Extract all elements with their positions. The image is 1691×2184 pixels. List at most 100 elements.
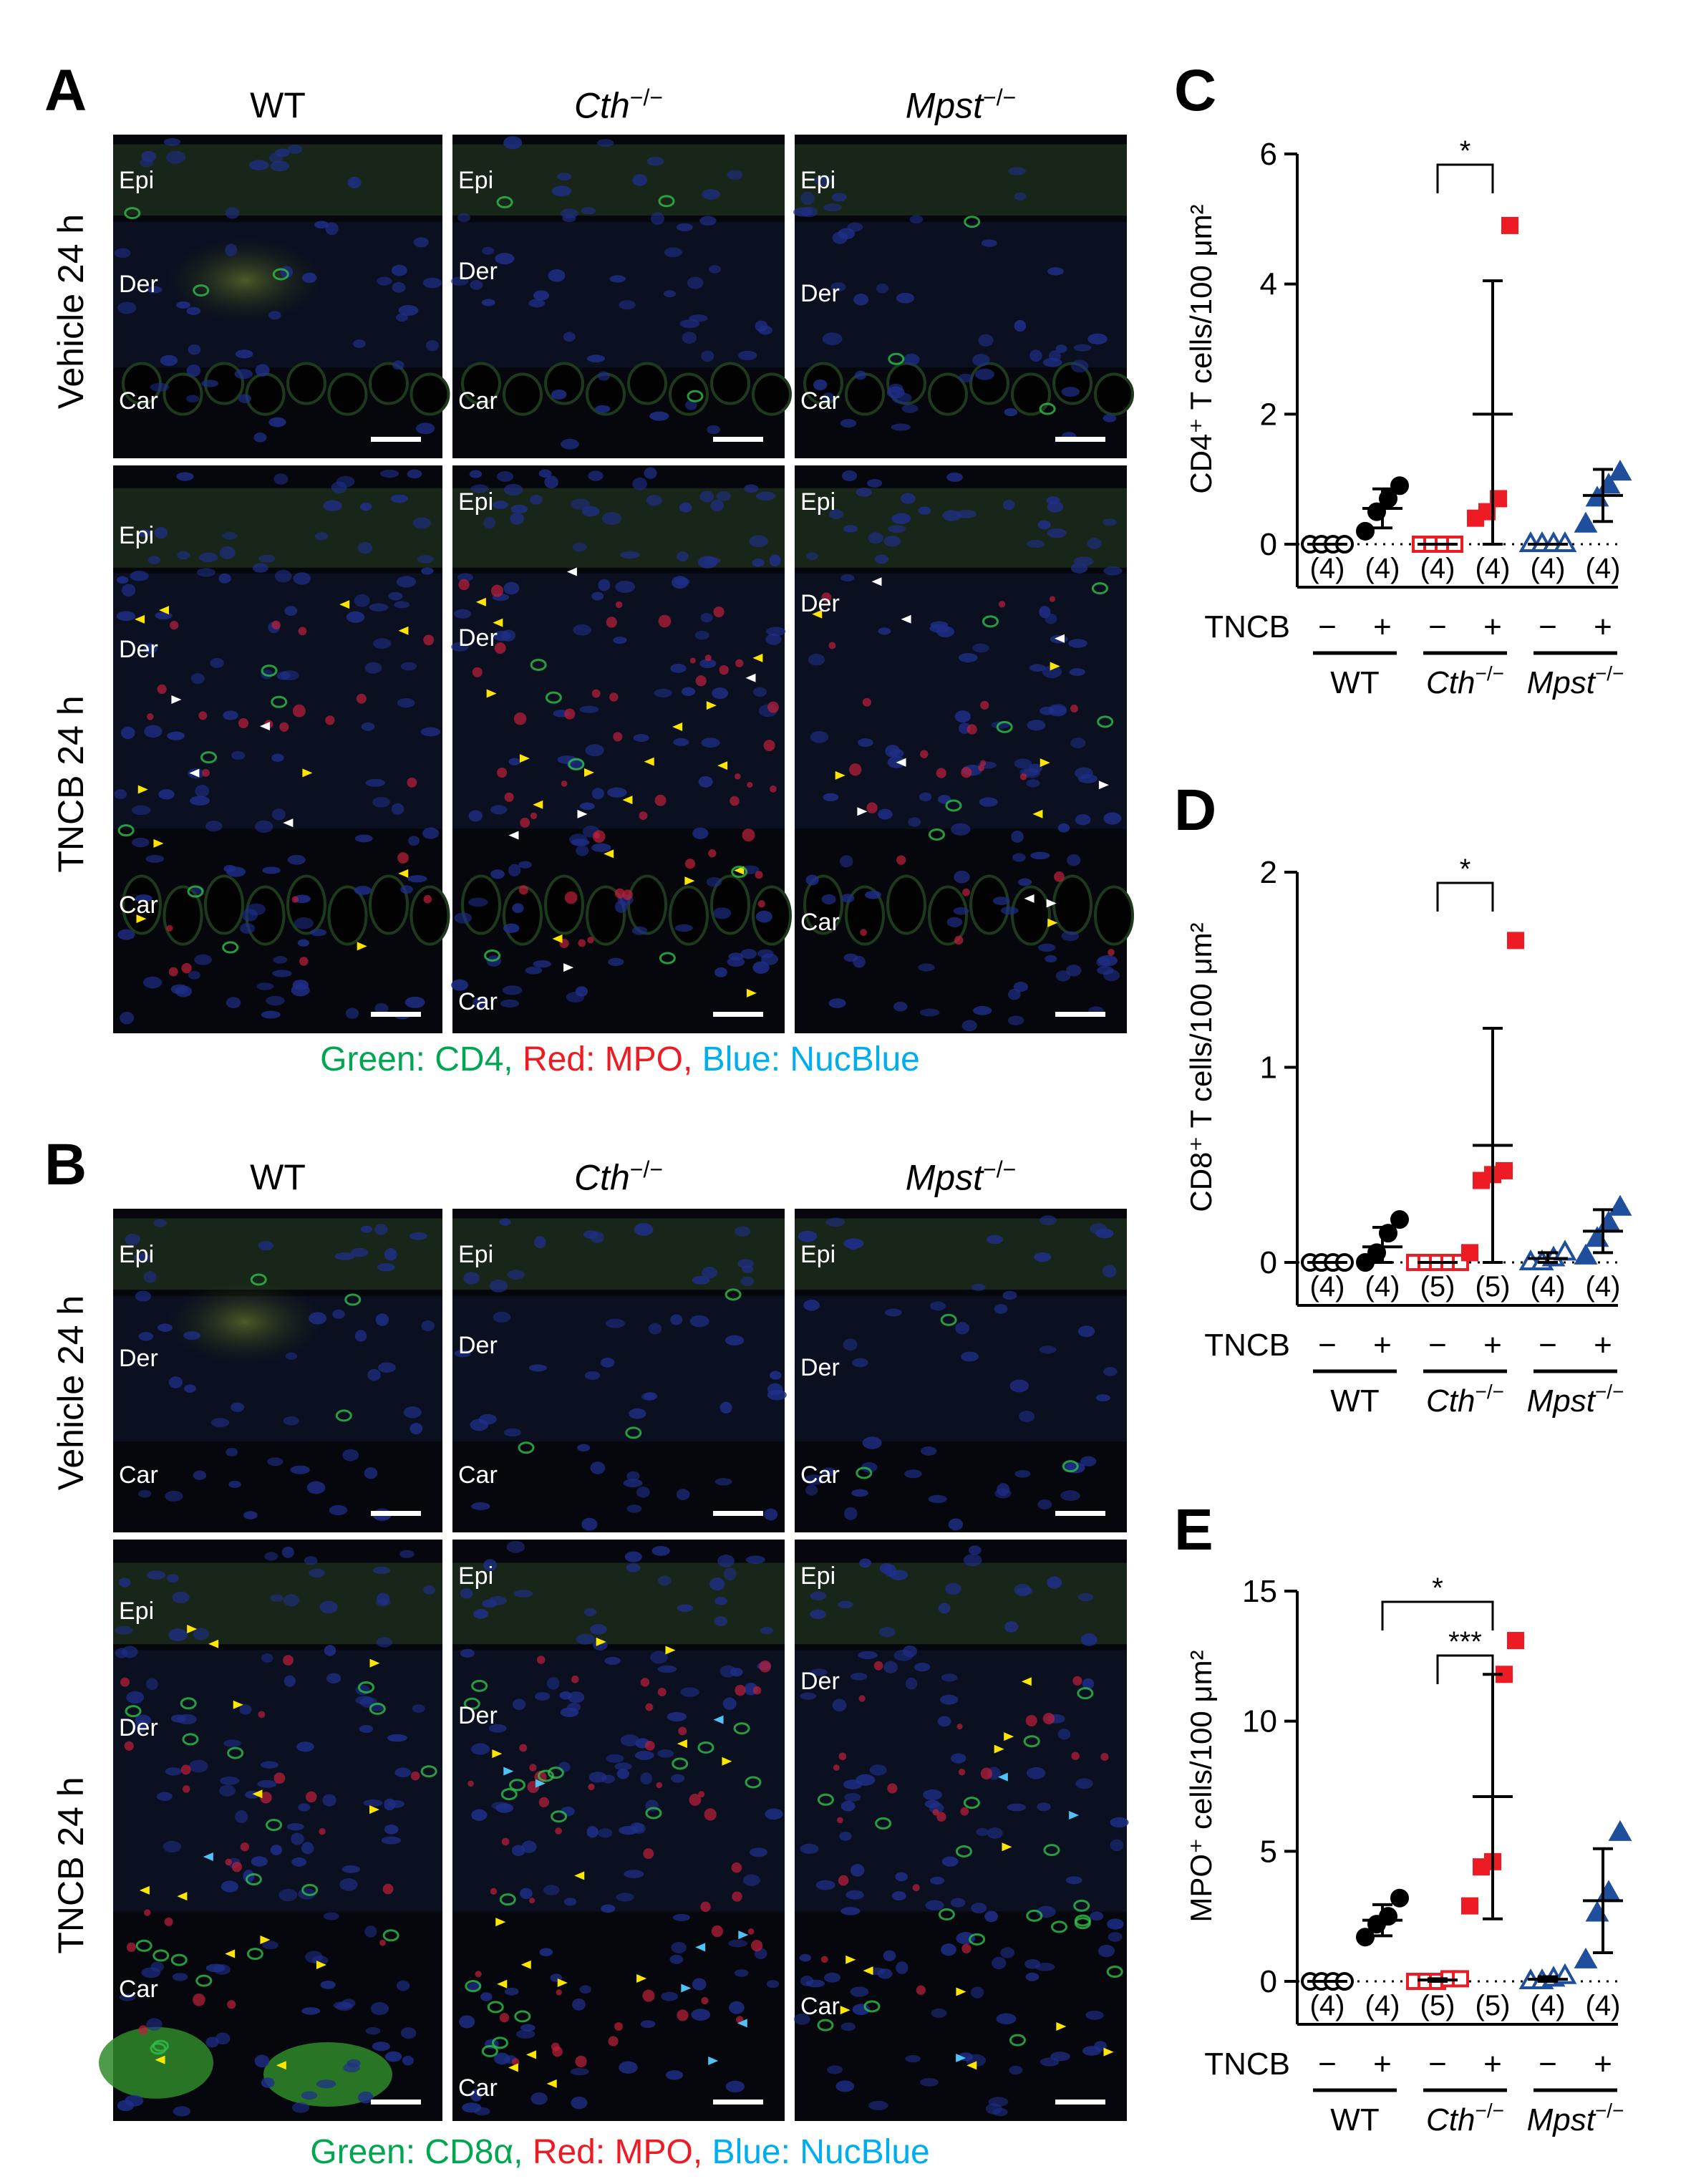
series-Mpst-tncb [1574, 1194, 1632, 1265]
layer-label-epi: Epi [458, 167, 494, 195]
treatment-sign: + [1594, 1328, 1612, 1363]
layer-label-der: Der [119, 635, 158, 663]
data-point [1390, 476, 1409, 496]
layer-label-der: Der [800, 590, 840, 618]
treatment-label: TNCB [1204, 609, 1290, 644]
treatment-sign: + [1483, 609, 1502, 644]
legend-blue: Blue: NucBlue [702, 1040, 920, 1078]
treatment-sign: − [1428, 2047, 1447, 2082]
layer-label-car: Car [119, 1461, 158, 1489]
n-label: (4) [1310, 553, 1345, 584]
series-WT-tncb [1356, 1888, 1409, 1947]
layer-label-der: Der [458, 1702, 498, 1730]
group-label: Mpst−/− [1527, 2100, 1624, 2137]
treatment-sign: − [1318, 2047, 1337, 2082]
layer-label-der: Der [800, 1667, 840, 1695]
legend-green: Green: CD4 [320, 1040, 504, 1078]
n-label: (4) [1586, 553, 1621, 584]
data-point [1461, 1244, 1478, 1262]
layer-label-epi: Epi [119, 1598, 155, 1625]
n-label: (4) [1420, 553, 1455, 584]
layer-label-car: Car [800, 1993, 840, 2021]
layer-label-der: Der [800, 1354, 840, 1382]
data-point [1574, 1243, 1598, 1265]
n-label: (4) [1531, 1990, 1566, 2021]
treatment-label: TNCB [1204, 1328, 1290, 1363]
layer-label-car: Car [119, 1976, 158, 2003]
micrograph-tile [113, 135, 450, 458]
treatment-sign: + [1373, 609, 1392, 644]
series-WT-vehicle [1301, 1972, 1354, 1991]
layer-label-car: Car [458, 987, 498, 1015]
series-WT-vehicle [1301, 535, 1354, 554]
treatment-sign: − [1318, 1328, 1337, 1363]
layer-label-der: Der [458, 1331, 498, 1359]
layer-label-epi: Epi [458, 488, 494, 516]
data-point [1356, 1928, 1375, 1947]
treatment-sign: − [1428, 609, 1447, 644]
panel-label-b: B [44, 1132, 87, 1197]
series-WT-tncb [1356, 1210, 1409, 1272]
column-title-wt-a: WT [250, 85, 306, 125]
layer-label-epi: Epi [458, 1241, 494, 1269]
panel-label-a: A [44, 58, 87, 123]
n-label: (4) [1310, 1990, 1345, 2021]
treatment-sign: + [1373, 2047, 1392, 2082]
panel-label-c: C [1174, 58, 1217, 123]
layer-label-car: Car [800, 908, 840, 936]
treatment-sign: − [1428, 1328, 1447, 1363]
n-label: (4) [1586, 1271, 1621, 1303]
chart-E: 0 5 10 15 MPO⁺ cells/100 μm² (4) (4) (5) (5) (4) (… [1184, 1572, 1632, 2137]
genotype-name: Cth [573, 85, 630, 126]
legend-blue: Blue: NucBlue [712, 2133, 930, 2171]
layer-label-der: Der [119, 1344, 158, 1372]
significance-bracket: *** [1436, 1626, 1494, 1684]
layer-label-der: Der [800, 280, 840, 308]
layer-label-der: Der [119, 270, 158, 298]
y-tick-label: 6 [1260, 137, 1277, 172]
legend-separator: , [513, 2133, 533, 2171]
group-label: Mpst−/− [1527, 1381, 1624, 1419]
series-Mpst-tncb [1574, 1820, 1632, 1968]
treatment-sign: − [1539, 609, 1557, 644]
data-point [1553, 1240, 1577, 1261]
series-Cth-vehicle [1412, 536, 1463, 553]
genotype-name: Mpst [905, 85, 984, 126]
layer-label-car: Car [458, 387, 498, 415]
data-point [1379, 489, 1397, 508]
n-label: (5) [1420, 1990, 1455, 2021]
group-label: Cth−/− [1426, 2100, 1504, 2137]
treatment-sign: − [1318, 609, 1337, 644]
y-tick-label: 4 [1260, 267, 1277, 302]
genotype-superscript: −/− [983, 1156, 1017, 1182]
y-axis-label: CD4⁺ T cells/100 μm² [1184, 204, 1218, 493]
legend-panel-a: Green: CD4, Red: MPO, Blue: NucBlue [113, 1040, 1127, 1079]
legend-green: Green: CD8α [310, 2133, 514, 2171]
layer-label-der: Der [458, 624, 498, 652]
data-point [1507, 1632, 1524, 1650]
significance-label: * [1432, 1572, 1443, 1604]
data-point [1356, 521, 1375, 541]
series-Cth-tncb [1461, 932, 1524, 1264]
column-title-cth-a: Cth−/− [452, 84, 785, 127]
legend-separator: , [503, 1040, 523, 1078]
legend-red: Red: MPO [532, 2133, 693, 2171]
legend-panel-b: Green: CD8α, Red: MPO, Blue: NucBlue [113, 2132, 1127, 2172]
y-tick-label: 2 [1260, 855, 1277, 890]
micrograph-tile [451, 465, 792, 1033]
micrograph-tile [452, 1540, 785, 2121]
series-Mpst-vehicle [1518, 1240, 1577, 1270]
group-label: Cth−/− [1426, 1381, 1504, 1419]
scatter-charts: 0 2 4 6 CD4⁺ T cells/100 μm² (4) (4) (4) (4) (4) (… [1184, 135, 1632, 2137]
treatment-sign: + [1483, 2047, 1502, 2082]
micrograph-tile [450, 135, 792, 458]
layer-label-car: Car [458, 1461, 498, 1489]
y-tick-label: 15 [1242, 1574, 1277, 1609]
treatment-sign: + [1594, 2047, 1612, 2082]
series-Cth-vehicle [1406, 1970, 1469, 1990]
series-Cth-vehicle [1406, 1254, 1469, 1271]
treatment-sign: + [1483, 1328, 1502, 1363]
group-label: WT [1330, 2102, 1379, 2137]
layer-label-epi: Epi [800, 488, 836, 516]
layer-label-car: Car [800, 387, 840, 415]
